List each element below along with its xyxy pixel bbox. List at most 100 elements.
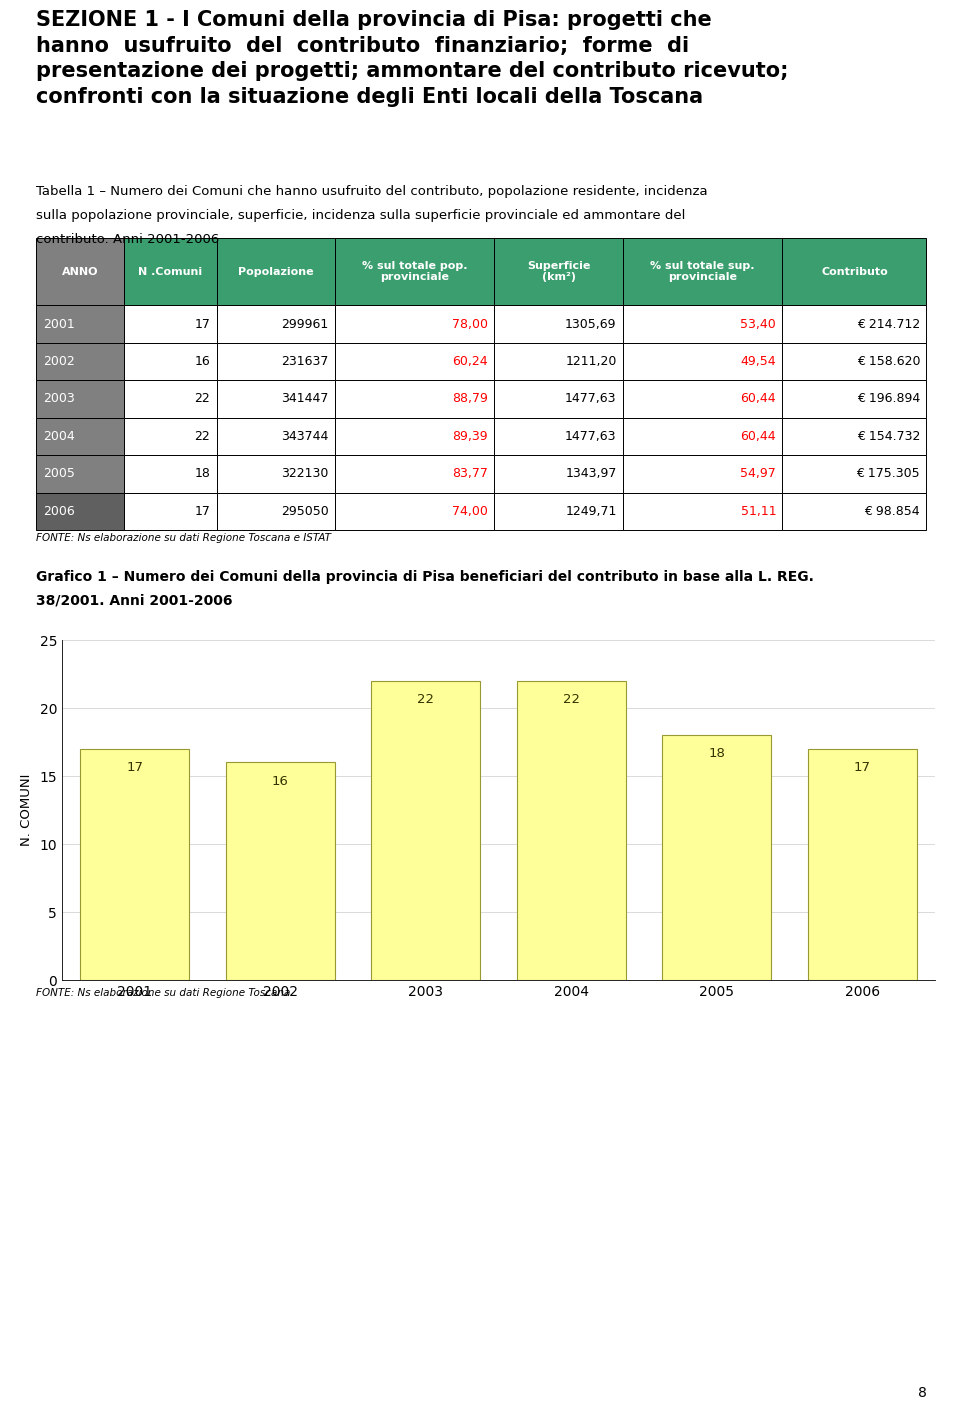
Text: 2003: 2003 bbox=[42, 392, 75, 406]
Y-axis label: N. COMUNI: N. COMUNI bbox=[19, 774, 33, 846]
Text: € 214.712: € 214.712 bbox=[857, 318, 921, 331]
Bar bbox=[81, 748, 189, 980]
Bar bbox=[124, 418, 217, 455]
Bar bbox=[372, 681, 480, 980]
Text: 16: 16 bbox=[195, 355, 210, 368]
Text: 89,39: 89,39 bbox=[452, 430, 488, 443]
Bar bbox=[36, 380, 124, 418]
Bar bbox=[335, 455, 494, 493]
Bar bbox=[36, 493, 124, 530]
Bar bbox=[217, 343, 335, 380]
Bar bbox=[124, 493, 217, 530]
Text: 299961: 299961 bbox=[281, 318, 328, 331]
Bar bbox=[217, 238, 335, 305]
Text: 60,44: 60,44 bbox=[740, 430, 776, 443]
Bar bbox=[124, 343, 217, 380]
Text: € 154.732: € 154.732 bbox=[856, 430, 921, 443]
Text: 322130: 322130 bbox=[281, 467, 328, 480]
Text: 231637: 231637 bbox=[281, 355, 328, 368]
Bar bbox=[782, 305, 926, 343]
Bar bbox=[494, 418, 623, 455]
Text: contributo. Anni 2001-2006: contributo. Anni 2001-2006 bbox=[36, 234, 220, 247]
Text: 17: 17 bbox=[195, 318, 210, 331]
Bar bbox=[124, 305, 217, 343]
Bar bbox=[623, 493, 782, 530]
Text: 1305,69: 1305,69 bbox=[565, 318, 616, 331]
Text: 38/2001. Anni 2001-2006: 38/2001. Anni 2001-2006 bbox=[36, 594, 233, 608]
Text: 1211,20: 1211,20 bbox=[565, 355, 616, 368]
Text: 8: 8 bbox=[918, 1387, 926, 1399]
Bar bbox=[494, 238, 623, 305]
Bar bbox=[335, 238, 494, 305]
Text: 88,79: 88,79 bbox=[452, 392, 488, 406]
Bar bbox=[217, 455, 335, 493]
Bar bbox=[623, 305, 782, 343]
Text: Superficie
(km²): Superficie (km²) bbox=[527, 261, 590, 282]
Bar bbox=[217, 418, 335, 455]
Bar bbox=[335, 418, 494, 455]
Text: 22: 22 bbox=[195, 392, 210, 406]
Text: 341447: 341447 bbox=[281, 392, 328, 406]
Bar bbox=[226, 762, 335, 980]
Text: 22: 22 bbox=[195, 430, 210, 443]
Bar bbox=[623, 343, 782, 380]
Text: 295050: 295050 bbox=[281, 504, 328, 517]
Text: N .Comuni: N .Comuni bbox=[138, 266, 203, 276]
Text: FONTE: Ns elaborazione su dati Regione Toscana: FONTE: Ns elaborazione su dati Regione T… bbox=[36, 988, 291, 998]
Bar bbox=[782, 493, 926, 530]
Text: € 158.620: € 158.620 bbox=[856, 355, 921, 368]
Bar bbox=[217, 305, 335, 343]
Text: € 175.305: € 175.305 bbox=[856, 467, 921, 480]
Text: 2005: 2005 bbox=[42, 467, 75, 480]
Text: 18: 18 bbox=[708, 748, 725, 761]
Bar bbox=[335, 343, 494, 380]
Text: % sul totale pop.
provinciale: % sul totale pop. provinciale bbox=[362, 261, 468, 282]
Text: Contributo: Contributo bbox=[821, 266, 888, 276]
Text: Grafico 1 – Numero dei Comuni della provincia di Pisa beneficiari del contributo: Grafico 1 – Numero dei Comuni della prov… bbox=[36, 570, 814, 584]
Bar bbox=[124, 238, 217, 305]
Bar bbox=[623, 238, 782, 305]
Text: 83,77: 83,77 bbox=[452, 467, 488, 480]
Bar bbox=[335, 380, 494, 418]
Bar bbox=[494, 455, 623, 493]
Text: 2006: 2006 bbox=[42, 504, 75, 517]
Text: 16: 16 bbox=[272, 775, 289, 788]
Text: SEZIONE 1 - I Comuni della provincia di Pisa: progetti che
hanno  usufruito  del: SEZIONE 1 - I Comuni della provincia di … bbox=[36, 10, 789, 107]
Text: 2002: 2002 bbox=[42, 355, 75, 368]
Bar bbox=[782, 455, 926, 493]
Text: FONTE: Ns elaborazione su dati Regione Toscana e ISTAT: FONTE: Ns elaborazione su dati Regione T… bbox=[36, 533, 331, 543]
Text: 78,00: 78,00 bbox=[452, 318, 488, 331]
Bar bbox=[662, 735, 771, 980]
Bar bbox=[36, 343, 124, 380]
Text: 60,24: 60,24 bbox=[452, 355, 488, 368]
Bar bbox=[782, 380, 926, 418]
Bar bbox=[782, 343, 926, 380]
Text: € 196.894: € 196.894 bbox=[857, 392, 921, 406]
Bar bbox=[36, 455, 124, 493]
Bar bbox=[124, 455, 217, 493]
Text: 17: 17 bbox=[853, 761, 871, 774]
Bar bbox=[782, 418, 926, 455]
Bar bbox=[36, 418, 124, 455]
Text: 17: 17 bbox=[127, 761, 143, 774]
Text: 343744: 343744 bbox=[281, 430, 328, 443]
Bar bbox=[335, 305, 494, 343]
Bar bbox=[335, 493, 494, 530]
Text: 1477,63: 1477,63 bbox=[565, 430, 616, 443]
Text: 1249,71: 1249,71 bbox=[565, 504, 616, 517]
Text: 53,40: 53,40 bbox=[740, 318, 776, 331]
Text: ANNO: ANNO bbox=[62, 266, 99, 276]
Text: 2004: 2004 bbox=[42, 430, 75, 443]
Text: 1477,63: 1477,63 bbox=[565, 392, 616, 406]
Text: % sul totale sup.
provinciale: % sul totale sup. provinciale bbox=[650, 261, 755, 282]
Text: 22: 22 bbox=[563, 693, 580, 705]
Bar bbox=[782, 238, 926, 305]
Bar bbox=[494, 380, 623, 418]
Text: 49,54: 49,54 bbox=[740, 355, 776, 368]
Bar bbox=[494, 343, 623, 380]
Bar bbox=[623, 455, 782, 493]
Text: 18: 18 bbox=[195, 467, 210, 480]
Bar bbox=[623, 418, 782, 455]
Text: 51,11: 51,11 bbox=[740, 504, 776, 517]
Text: € 98.854: € 98.854 bbox=[865, 504, 921, 517]
